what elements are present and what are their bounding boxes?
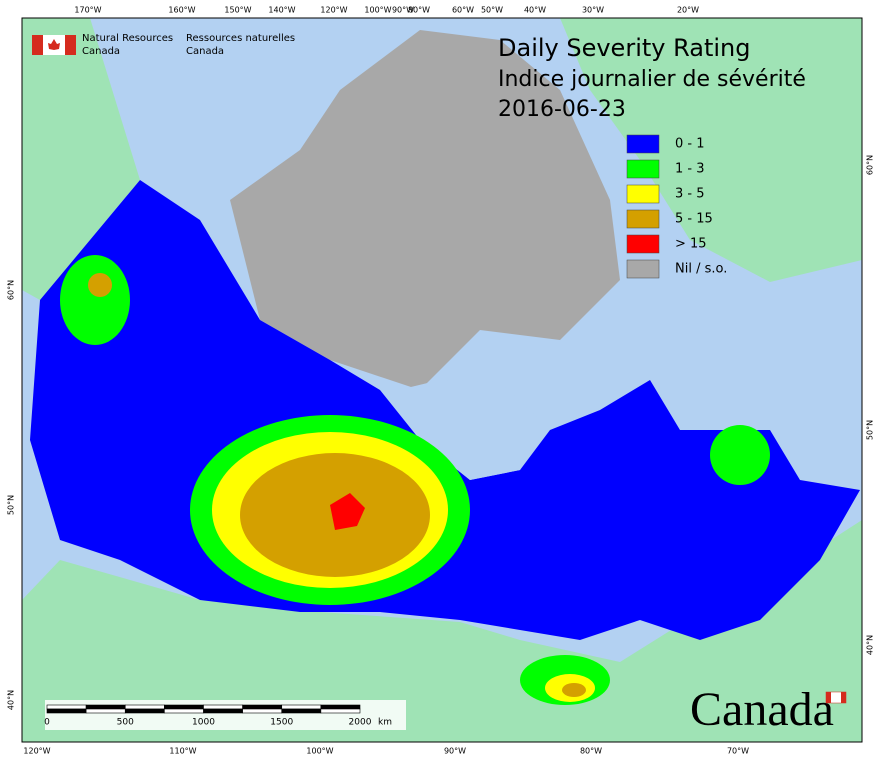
scale-segment bbox=[46, 708, 87, 714]
legend-swatch bbox=[626, 134, 660, 154]
longitude-label: 90°W bbox=[392, 6, 414, 15]
latitude-label: 60°N bbox=[866, 155, 875, 175]
longitude-label: 50°W bbox=[481, 6, 503, 15]
legend-swatch bbox=[626, 184, 660, 204]
legend: 0 - 1 1 - 3 3 - 5 5 - 15 > 15 Nil / s.o. bbox=[626, 134, 727, 279]
wordmark-flag-bar bbox=[826, 692, 831, 703]
labrador-green bbox=[710, 425, 770, 485]
legend-swatch bbox=[626, 209, 660, 229]
longitude-label: 100°W bbox=[306, 747, 333, 756]
scale-segment bbox=[85, 708, 126, 714]
scale-label: 500 bbox=[117, 718, 134, 728]
scale-segment bbox=[242, 704, 283, 710]
yukon-orange bbox=[88, 273, 112, 297]
maple-leaf bbox=[48, 39, 60, 50]
scale-segment bbox=[164, 708, 204, 714]
flag-bar bbox=[65, 35, 76, 55]
scale-segment bbox=[124, 708, 165, 714]
legend-label: 0 - 1 bbox=[675, 137, 705, 152]
united-states bbox=[22, 520, 862, 742]
flag-bar bbox=[32, 35, 43, 55]
scale-segment bbox=[281, 708, 322, 714]
scale-unit: km bbox=[378, 718, 392, 728]
map-body bbox=[22, 18, 862, 742]
scale-segment bbox=[203, 704, 243, 710]
scale-label: 2000 bbox=[349, 718, 372, 728]
wordmark-flag-bar bbox=[841, 692, 846, 703]
logo-text: Canada bbox=[186, 46, 224, 57]
longitude-label: 160°W bbox=[168, 6, 195, 15]
legend-swatch bbox=[626, 234, 660, 254]
legend-label: 3 - 5 bbox=[675, 187, 705, 202]
longitude-label: 150°W bbox=[224, 6, 251, 15]
wordmark: Canada bbox=[690, 683, 834, 736]
logo-text: Ressources naturelles bbox=[186, 33, 295, 44]
scale-segment bbox=[203, 708, 243, 714]
legend-label: 5 - 15 bbox=[675, 212, 713, 227]
scale-segment bbox=[85, 704, 126, 710]
longitude-label: 80°W bbox=[408, 6, 430, 15]
longitude-label: 140°W bbox=[268, 6, 295, 15]
logo-text: Canada bbox=[82, 46, 120, 57]
arctic-islands bbox=[230, 30, 620, 390]
scale-segment bbox=[164, 704, 204, 710]
scale-label: 1500 bbox=[270, 718, 293, 728]
scale-segment bbox=[242, 708, 283, 714]
yukon-green bbox=[60, 255, 130, 345]
longitude-label: 20°W bbox=[677, 6, 699, 15]
latitude-label: 50°N bbox=[7, 495, 16, 515]
legend-label: > 15 bbox=[675, 237, 707, 252]
hudson-bay bbox=[390, 380, 540, 480]
longitude-label: 120°W bbox=[23, 747, 50, 756]
date: 2016-06-23 bbox=[498, 97, 626, 122]
scale-segment bbox=[320, 704, 361, 710]
scale-bar: 0 500 1000 1500 2000 km bbox=[44, 700, 406, 730]
legend-swatch bbox=[626, 159, 660, 179]
legend-swatch bbox=[626, 259, 660, 279]
ontario-orange bbox=[562, 683, 586, 697]
scale-segment bbox=[124, 704, 165, 710]
title-fr: Indice journalier de sévérité bbox=[498, 67, 806, 92]
latitude-label: 40°N bbox=[866, 635, 875, 655]
latitude-label: 40°N bbox=[7, 690, 16, 710]
scale-segment bbox=[46, 704, 87, 710]
logo-text: Natural Resources bbox=[82, 33, 173, 44]
scale-segment bbox=[281, 704, 322, 710]
legend-label: Nil / s.o. bbox=[675, 262, 727, 277]
longitude-label: 40°W bbox=[524, 6, 546, 15]
zone-over-15 bbox=[330, 493, 365, 530]
longitude-label: 170°W bbox=[74, 6, 101, 15]
alaska bbox=[22, 18, 140, 300]
longitude-label: 80°W bbox=[580, 747, 602, 756]
scale-label: 0 bbox=[44, 718, 50, 728]
greenland bbox=[560, 18, 862, 282]
longitude-label: 120°W bbox=[320, 6, 347, 15]
scale-label: 1000 bbox=[192, 718, 215, 728]
latitude-label: 50°N bbox=[866, 420, 875, 440]
longitude-label: 110°W bbox=[169, 747, 196, 756]
longitude-label: 60°W bbox=[452, 6, 474, 15]
longitude-label: 90°W bbox=[444, 747, 466, 756]
map-frame bbox=[21, 17, 863, 743]
latitude-label: 60°N bbox=[7, 280, 16, 300]
title: Daily Severity Rating bbox=[498, 34, 750, 62]
graticule-labels: 170°W 160°W 150°W 140°W 120°W 100°W 90°W80°W 60… bbox=[7, 6, 875, 756]
longitude-label: 70°W bbox=[727, 747, 749, 756]
scale-segment bbox=[320, 708, 361, 714]
legend-label: 1 - 3 bbox=[675, 162, 705, 177]
longitude-label: 30°W bbox=[582, 6, 604, 15]
longitude-label: 100°W bbox=[364, 6, 391, 15]
